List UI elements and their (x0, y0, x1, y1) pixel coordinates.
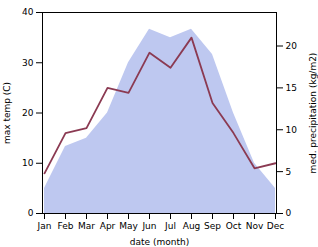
svg-text:20: 20 (286, 41, 298, 51)
svg-text:Apr: Apr (100, 221, 116, 231)
svg-text:5: 5 (286, 167, 292, 177)
svg-text:10: 10 (22, 158, 34, 168)
svg-text:20: 20 (22, 108, 34, 118)
svg-text:med. precipitation (kg/m2): med. precipitation (kg/m2) (308, 53, 318, 174)
svg-text:30: 30 (22, 58, 34, 68)
svg-text:Sep: Sep (204, 221, 221, 231)
svg-text:Aug: Aug (183, 221, 201, 231)
svg-text:max temp (C): max temp (C) (2, 82, 12, 144)
svg-text:Mar: Mar (78, 221, 95, 231)
svg-text:0: 0 (286, 208, 292, 218)
svg-text:Jul: Jul (164, 221, 176, 231)
svg-text:Jun: Jun (141, 221, 156, 231)
svg-text:15: 15 (286, 83, 297, 93)
svg-text:0: 0 (28, 208, 34, 218)
svg-text:10: 10 (286, 125, 298, 135)
svg-text:Oct: Oct (226, 221, 242, 231)
svg-text:date (month): date (month) (130, 237, 189, 247)
svg-text:Nov: Nov (246, 221, 264, 231)
svg-text:May: May (119, 221, 138, 231)
svg-text:40: 40 (22, 7, 34, 17)
svg-text:Jan: Jan (37, 221, 52, 231)
svg-text:Feb: Feb (58, 221, 74, 231)
svg-text:Dec: Dec (267, 221, 284, 231)
